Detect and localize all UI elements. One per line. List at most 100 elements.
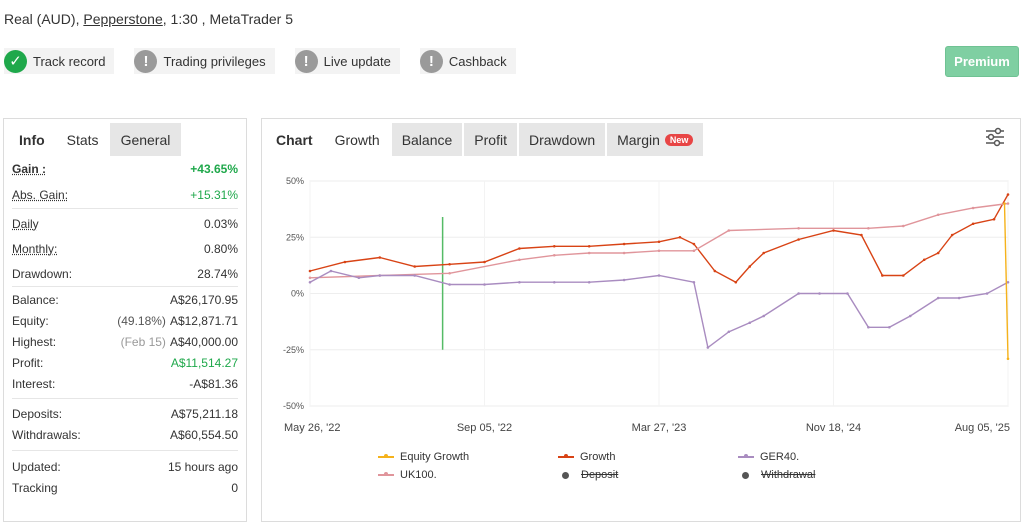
badge-live-update[interactable]: ! Live update [294, 48, 400, 74]
stat-label: Tracking [12, 480, 58, 495]
data-point [797, 226, 800, 230]
data-point [713, 269, 717, 273]
data-point [483, 283, 486, 286]
stat-updated: Updated: 15 hours ago [12, 456, 238, 477]
data-point [734, 280, 738, 284]
legend-ger40[interactable]: GER40. [738, 451, 799, 463]
y-tick-label: -25% [283, 345, 304, 355]
stat-value: A$60,554.50 [169, 427, 238, 442]
data-point [748, 265, 752, 268]
data-point [483, 260, 486, 264]
series-line-growth [309, 194, 1009, 284]
legend-growth[interactable]: Growth [558, 451, 615, 463]
data-point [692, 242, 696, 246]
series-line-uk100 [309, 202, 1009, 279]
tab-profit[interactable]: Profit [464, 123, 517, 156]
badge-label: Trading privileges [163, 53, 266, 69]
data-point [692, 249, 696, 253]
stat-label[interactable]: Daily [12, 216, 39, 231]
stat-value: 28.74% [197, 266, 238, 281]
legend-deposit[interactable]: Deposit [558, 469, 618, 481]
data-point [957, 296, 961, 300]
data-point [936, 296, 940, 300]
data-point [727, 229, 731, 232]
badge-track-record[interactable]: ✓ Track record [4, 48, 115, 74]
stat-value: +43.65% [190, 162, 238, 176]
dot-icon [562, 471, 569, 479]
new-badge: New [664, 133, 694, 146]
y-tick-label: 50% [286, 176, 304, 186]
check-icon: ✓ [4, 49, 27, 73]
stat-label: Highest: [12, 334, 57, 349]
data-point [692, 280, 696, 284]
stats-panel: Info Stats General Gain : +43.65% Abs. G… [3, 118, 247, 522]
y-tick-label: -50% [283, 401, 304, 411]
tab-drawdown[interactable]: Drawdown [518, 123, 606, 156]
legend-label: UK100. [400, 469, 437, 481]
data-point [448, 262, 451, 266]
data-point [902, 224, 905, 228]
data-point [413, 274, 416, 277]
data-point [343, 260, 347, 264]
stat-value: A$40,000.00 [169, 334, 238, 349]
account-details: , 1:30 , MetaTrader 5 [162, 11, 293, 27]
data-point [308, 269, 312, 273]
settings-sliders-icon[interactable] [984, 127, 1006, 147]
data-point [1006, 202, 1010, 205]
legend-withdrawal[interactable]: Withdrawal [738, 469, 815, 481]
legend-label: Equity Growth [400, 451, 470, 463]
tab-balance[interactable]: Balance [391, 123, 463, 156]
premium-button[interactable]: Premium [945, 46, 1019, 77]
data-point [308, 276, 312, 280]
data-point [922, 258, 926, 262]
account-title: Real (AUD), Pepperstone, 1:30 , MetaTrad… [4, 11, 293, 27]
stat-label: Balance: [12, 292, 59, 307]
badge-trading-privileges[interactable]: ! Trading privileges [134, 48, 275, 74]
badge-label: Track record [33, 53, 106, 69]
stat-value: -A$81.36 [189, 376, 238, 391]
legend-equity-growth[interactable]: Equity Growth [378, 451, 469, 463]
tab-stats[interactable]: Stats [55, 123, 110, 156]
data-point [553, 253, 556, 257]
x-tick-label: Sep 05, '22 [457, 422, 512, 434]
badge-label: Live update [323, 53, 391, 69]
stat-profit: Profit: A$11,514.27 [12, 352, 238, 373]
stat-equity: Equity: (49.18%) A$12,871.71 [12, 310, 238, 331]
data-point [329, 269, 333, 273]
data-point [587, 280, 591, 284]
data-point [518, 280, 521, 284]
broker-link[interactable]: Pepperstone [83, 11, 163, 27]
growth-chart: 50% 25% 0% -25% -50% May 26, '22 Sep 05, '22 Ma… [283, 176, 1010, 434]
data-point [832, 229, 835, 232]
tab-general[interactable]: General [109, 123, 182, 156]
stat-label[interactable]: Monthly: [12, 241, 58, 256]
data-point [992, 217, 996, 221]
tab-growth[interactable]: Growth [324, 123, 390, 156]
dot-icon [742, 471, 749, 479]
stat-label[interactable]: Abs. Gain: [12, 188, 69, 202]
tab-chart[interactable]: Chart [266, 123, 323, 156]
badge-label: Cashback [448, 53, 507, 69]
data-point [448, 283, 451, 286]
stat-value: A$12,871.71 [169, 313, 238, 328]
tab-info[interactable]: Info [8, 123, 56, 156]
stats-tabs: Info Stats General [4, 119, 246, 156]
legend-label: Deposit [581, 469, 619, 481]
data-point [448, 271, 451, 275]
x-tick-label: Mar 27, '23 [632, 422, 687, 434]
stat-label: Deposits: [12, 406, 63, 421]
tab-margin[interactable]: Margin New [607, 123, 704, 156]
data-point [378, 256, 382, 259]
chart-panel: Chart Growth Balance Profit Drawdown Mar… [261, 118, 1021, 522]
stats-list: Gain : +43.65% Abs. Gain: +15.31% Daily … [4, 156, 246, 498]
exclamation-icon: ! [419, 49, 443, 73]
data-point [762, 251, 765, 255]
badge-cashback[interactable]: ! Cashback [419, 48, 516, 74]
legend-uk100[interactable]: UK100. [378, 469, 437, 481]
stat-label: Withdrawals: [12, 427, 81, 442]
stat-label[interactable]: Gain : [12, 162, 47, 176]
stat-deposits: Deposits: A$75,211.18 [12, 403, 238, 424]
stat-value: A$26,170.95 [169, 292, 238, 307]
y-tick-label: 0% [291, 289, 304, 299]
stat-value: 0.03% [203, 216, 238, 231]
